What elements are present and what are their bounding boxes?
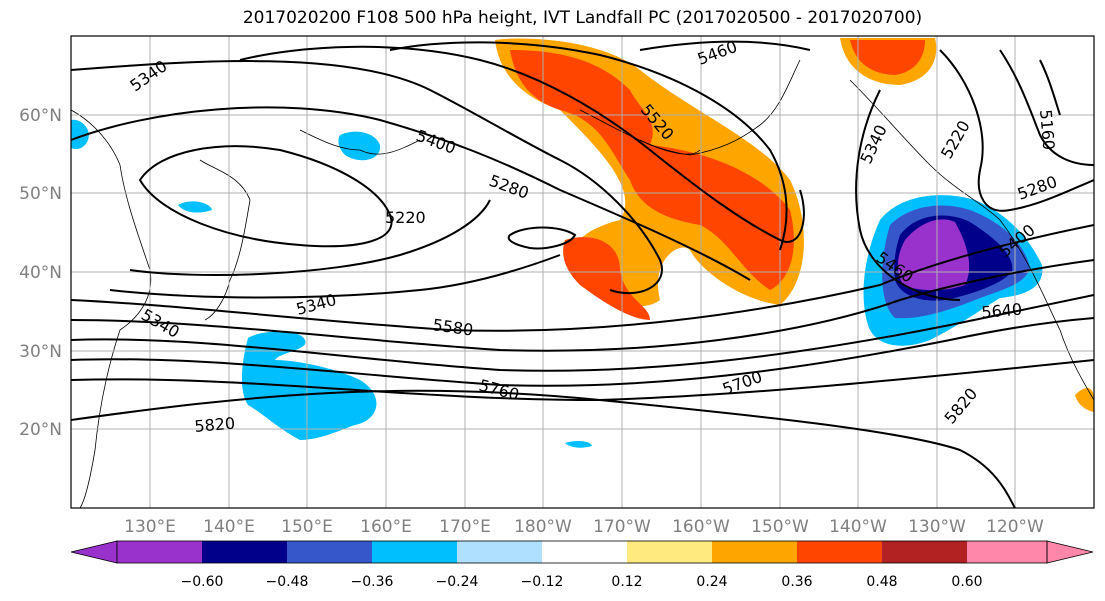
lat-tick-labels: 60°N 50°N 40°N 30°N 20°N	[19, 106, 62, 440]
positive-region-central-pacific	[563, 237, 650, 320]
colorbar-bin	[712, 541, 797, 563]
negative-region-subtropical	[241, 331, 377, 440]
map-title: 2017020200 F108 500 hPa height, IVT Land…	[242, 8, 923, 28]
colorbar-tick: −0.48	[266, 574, 309, 590]
colorbar-tick: −0.60	[181, 574, 224, 590]
colorbar-bin	[117, 541, 202, 563]
lon-tick: 170°E	[439, 517, 491, 537]
colorbar-tick: −0.24	[436, 574, 479, 590]
lon-tick: 130°E	[124, 517, 176, 537]
colorbar-bin	[202, 541, 287, 563]
colorbar-tick: 0.48	[866, 574, 897, 590]
lon-tick: 140°E	[203, 517, 255, 537]
coastlines	[71, 59, 1094, 508]
colorbar-bin	[797, 541, 882, 563]
lon-tick: 120°W	[986, 517, 1044, 537]
lon-tick: 130°W	[908, 517, 966, 537]
lon-tick: 170°W	[593, 517, 651, 537]
negative-region-west-coast-core	[897, 219, 970, 291]
lon-tick: 150°W	[751, 517, 809, 537]
contour-label: 5160	[1036, 109, 1058, 151]
gridlines	[71, 36, 1094, 508]
lat-tick: 50°N	[19, 184, 62, 204]
lon-tick-labels: 130°E 140°E 150°E 160°E 170°E 180°W 170°…	[124, 517, 1044, 537]
lon-tick: 180°W	[514, 517, 572, 537]
colorbar-tick: −0.12	[521, 574, 564, 590]
positive-region-bering-core	[510, 50, 794, 290]
lon-tick: 150°E	[281, 517, 333, 537]
colorbar-tick: −0.36	[351, 574, 394, 590]
colorbar-bin	[967, 541, 1047, 563]
lat-tick: 30°N	[19, 342, 62, 362]
colorbar: −0.60 −0.48 −0.36 −0.24 −0.12 0.12 0.24 …	[70, 540, 1094, 590]
lat-tick: 60°N	[19, 106, 62, 126]
lon-tick: 160°W	[672, 517, 730, 537]
colorbar-tick: 0.12	[611, 574, 642, 590]
lon-tick: 160°E	[360, 517, 412, 537]
colorbar-bin	[372, 541, 457, 563]
negative-region-dot	[565, 441, 592, 448]
lat-tick: 20°N	[19, 420, 62, 440]
contour-label: 5640	[981, 300, 1023, 322]
colorbar-tick: 0.36	[781, 574, 812, 590]
colorbar-tick: 0.24	[696, 574, 727, 590]
colorbar-bin	[882, 541, 967, 563]
colorbar-frame	[116, 540, 1048, 564]
negative-region-okhotsk	[178, 201, 212, 213]
lat-tick: 40°N	[19, 263, 62, 283]
colorbar-bin	[627, 541, 712, 563]
colorbar-tick: 0.60	[951, 574, 982, 590]
colorbar-extend-high	[1046, 540, 1094, 564]
contour-label: 5220	[385, 208, 426, 227]
contour-label: 5820	[194, 414, 236, 436]
negative-region-westedge	[71, 119, 89, 150]
lon-tick: 140°W	[829, 517, 887, 537]
ivt-shading	[71, 38, 1094, 448]
colorbar-bin	[457, 541, 542, 563]
map-frame	[70, 35, 1095, 509]
positive-region-canada-core	[850, 40, 925, 75]
colorbar-extend-low	[70, 540, 118, 564]
positive-region-baja	[1075, 388, 1094, 412]
colorbar-bin	[542, 541, 627, 563]
height-contours	[71, 40, 1094, 508]
colorbar-bin	[287, 541, 372, 563]
